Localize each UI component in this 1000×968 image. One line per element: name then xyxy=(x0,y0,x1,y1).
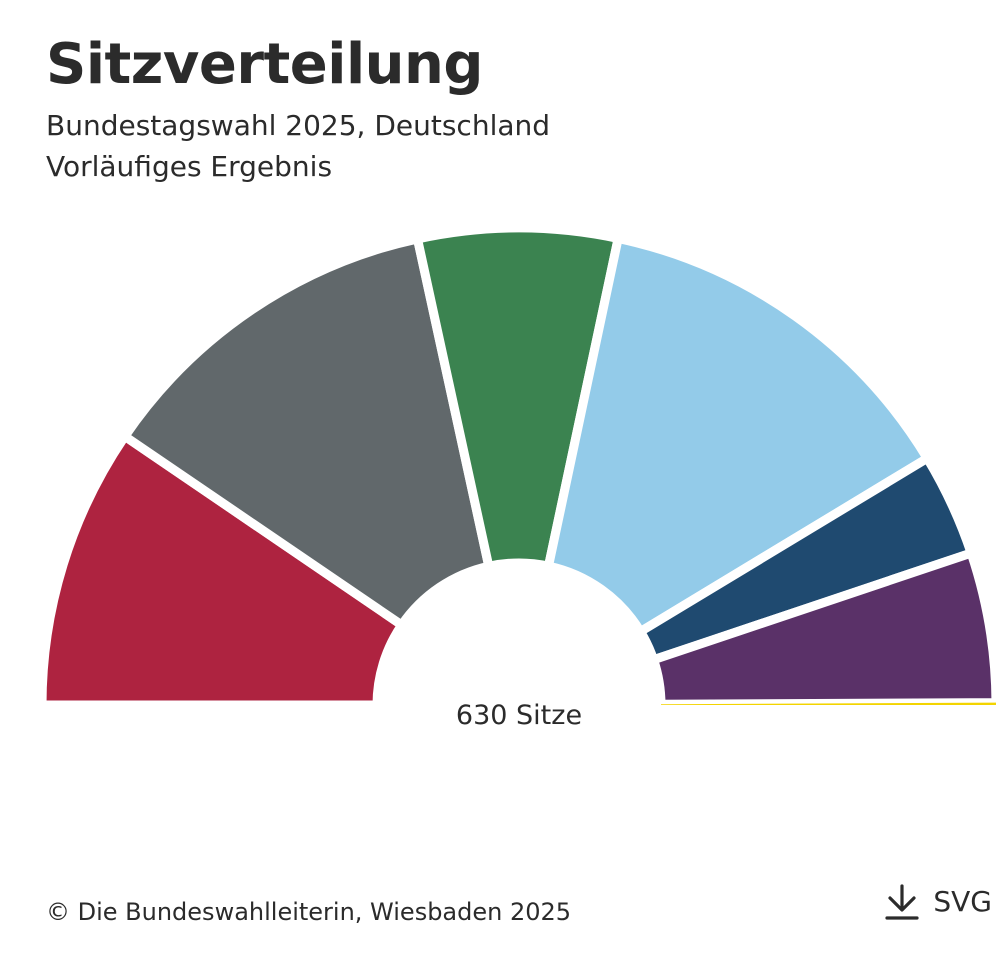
chart-subtitle: Bundestagswahl 2025, Deutschland xyxy=(46,109,551,142)
seat-segment-2 xyxy=(118,233,495,632)
seat-segment-3 xyxy=(412,223,624,572)
seat-segment-1 xyxy=(37,430,408,710)
seat-segments xyxy=(37,223,1000,710)
seat-segment-7 xyxy=(661,702,996,705)
total-seats-label: 630 Sitze xyxy=(456,700,582,731)
chart-result-status: Vorläufiges Ergebnis xyxy=(46,150,333,183)
seat-segment-4 xyxy=(543,233,934,638)
chart-title: Sitzverteilung xyxy=(46,32,483,97)
source-credit: © Die Bundeswahlleiterin, Wiesbaden 2025 xyxy=(46,898,572,926)
download-icon xyxy=(885,883,919,921)
download-label: SVG xyxy=(933,885,992,918)
download-svg-button[interactable]: SVG xyxy=(885,880,992,924)
seat-segment-6 xyxy=(647,547,1000,709)
